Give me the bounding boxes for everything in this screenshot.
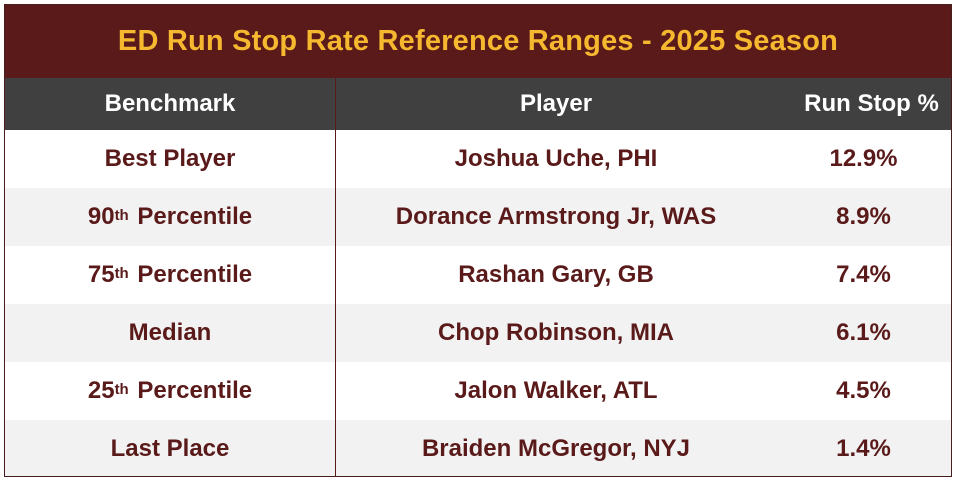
run-stop-cell: 8.9% xyxy=(836,203,891,230)
benchmark-cell: Median xyxy=(5,304,336,362)
benchmark-label: Median xyxy=(128,319,212,346)
player-cell: Joshua Uche, PHI xyxy=(454,145,658,172)
run-stop-cell: 7.4% xyxy=(836,261,891,288)
table-row: Best Player Joshua Uche, PHI 12.9% xyxy=(5,130,951,188)
benchmark-suffix: Percentile xyxy=(130,261,253,288)
table-row: Last Place Braiden McGregor, NYJ 1.4% xyxy=(5,420,951,476)
header-run-stop: Run Stop % xyxy=(804,90,939,117)
player-cell: Chop Robinson, MIA xyxy=(438,319,674,346)
player-cell: Dorance Armstrong Jr, WAS xyxy=(395,203,717,230)
table-row: Median Chop Robinson, MIA 6.1% xyxy=(5,304,951,362)
run-stop-cell: 12.9% xyxy=(829,145,898,172)
benchmark-label: Last Place xyxy=(110,435,230,462)
benchmark-number: 25 xyxy=(87,377,115,404)
run-stop-cell: 4.5% xyxy=(836,377,891,404)
player-cell: Rashan Gary, GB xyxy=(458,261,654,288)
reference-table: ED Run Stop Rate Reference Ranges - 2025… xyxy=(4,4,952,477)
benchmark-cell: Best Player xyxy=(5,130,336,188)
table-title: ED Run Stop Rate Reference Ranges - 2025… xyxy=(5,5,951,78)
benchmark-cell: Last Place xyxy=(5,420,336,476)
benchmark-suffix: Percentile xyxy=(130,377,253,404)
run-stop-cell: 1.4% xyxy=(836,435,891,462)
header-benchmark: Benchmark xyxy=(5,78,336,130)
ordinal-suffix: th xyxy=(114,264,129,282)
benchmark-number: 75 xyxy=(87,261,115,288)
benchmark-label: Best Player xyxy=(104,145,236,172)
player-cell: Jalon Walker, ATL xyxy=(454,377,658,404)
header-player: Player xyxy=(519,90,593,117)
player-cell: Braiden McGregor, NYJ xyxy=(421,435,691,462)
header-row: Benchmark Player Run Stop % xyxy=(5,78,951,130)
run-stop-cell: 6.1% xyxy=(836,319,891,346)
benchmark-suffix: Percentile xyxy=(130,203,253,230)
ordinal-suffix: th xyxy=(114,380,129,398)
ordinal-suffix: th xyxy=(114,206,129,224)
benchmark-number: 90 xyxy=(87,203,115,230)
